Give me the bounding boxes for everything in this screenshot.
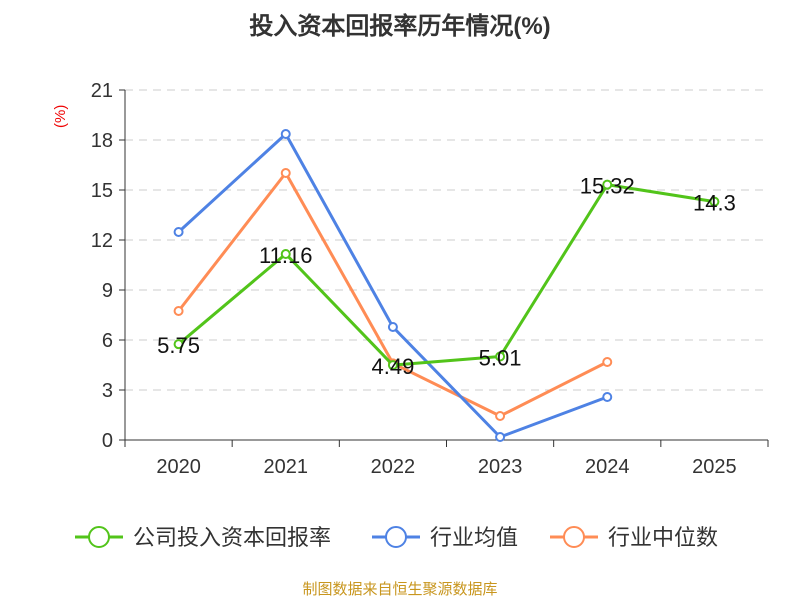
data-label: 15.32 xyxy=(580,174,635,199)
x-tick-label: 2021 xyxy=(264,456,309,478)
legend-label: 行业均值 xyxy=(430,525,518,550)
source-note: 制图数据来自恒生聚源数据库 xyxy=(302,581,498,598)
x-tick-label: 2020 xyxy=(156,456,201,478)
data-point xyxy=(387,322,398,332)
y-tick-label: 12 xyxy=(91,230,113,252)
data-point xyxy=(602,392,613,402)
series-line xyxy=(177,171,608,418)
data-point xyxy=(495,432,506,442)
data-label: 14.3 xyxy=(693,191,736,216)
data-label: 5.75 xyxy=(157,333,200,358)
data-point xyxy=(173,306,184,316)
y-tick-label: 6 xyxy=(102,330,113,352)
y-tick-label: 0 xyxy=(102,430,113,452)
x-tick-label: 2022 xyxy=(371,456,416,478)
data-label: 4.49 xyxy=(372,354,415,379)
y-tick-label: 9 xyxy=(102,280,113,302)
data-point xyxy=(280,129,291,139)
x-tick-label: 2023 xyxy=(478,456,523,478)
data-point xyxy=(602,179,613,190)
y-tick-label: 18 xyxy=(91,130,113,152)
legend-label: 公司投入资本回报率 xyxy=(133,525,331,550)
data-point xyxy=(495,411,506,421)
legend-label: 行业中位数 xyxy=(608,525,718,550)
y-tick-label: 21 xyxy=(91,80,113,102)
data-point xyxy=(709,196,720,207)
data-point xyxy=(280,249,291,259)
legend-marker xyxy=(563,526,585,548)
series-line xyxy=(177,183,715,367)
legend-marker xyxy=(88,526,110,548)
x-tick-label: 2025 xyxy=(692,456,737,478)
data-point xyxy=(387,360,398,371)
data-label: 11.16 xyxy=(259,243,312,268)
x-tick-label: 2024 xyxy=(585,456,630,478)
chart-title: 投入资本回报率历年情况(%) xyxy=(249,13,551,40)
data-point xyxy=(495,351,506,362)
data-point xyxy=(280,168,291,178)
y-tick-label: 15 xyxy=(91,180,113,202)
y-tick-label: 3 xyxy=(102,380,113,402)
legend-marker xyxy=(385,526,407,548)
data-point xyxy=(602,357,613,367)
data-point xyxy=(173,227,184,237)
data-point xyxy=(173,339,184,350)
data-label: 5.01 xyxy=(479,346,522,371)
